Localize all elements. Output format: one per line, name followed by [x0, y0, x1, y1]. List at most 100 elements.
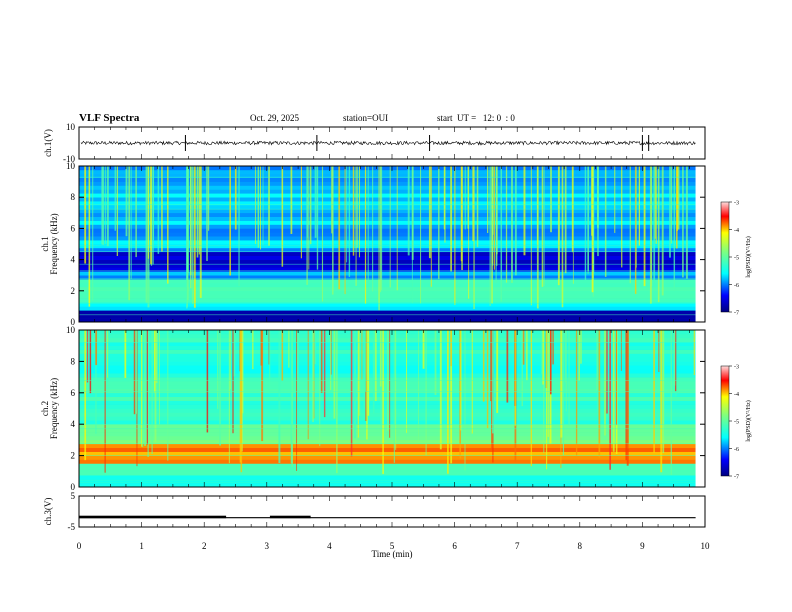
sferic-streak — [393, 330, 395, 463]
sferic-streak — [102, 166, 105, 245]
spectrogram-row — [79, 443, 696, 449]
sferic-streak — [422, 330, 425, 369]
sferic-streak — [514, 330, 516, 426]
sferic-streak — [147, 330, 149, 457]
sferic-streak — [356, 166, 358, 248]
sferic-streak — [482, 330, 485, 402]
sferic-streak — [530, 330, 532, 467]
sferic-streak — [95, 330, 98, 366]
sferic-streak — [233, 330, 236, 377]
spectrogram-row — [79, 193, 696, 198]
sferic-streak — [673, 166, 676, 291]
colorbar-tick-label: -6 — [734, 283, 739, 289]
sferic-streak — [133, 330, 136, 415]
sferic-streak — [670, 166, 673, 244]
sferic-streak — [500, 166, 503, 302]
spectrogram-row — [79, 479, 696, 484]
sferic-streak — [198, 166, 200, 255]
spectrogram-row — [79, 259, 696, 264]
sferic-streak — [526, 330, 528, 381]
spectrogram-row — [79, 189, 696, 194]
sferic-streak — [238, 166, 240, 287]
sferic-streak — [367, 166, 369, 281]
sferic-streak — [489, 166, 491, 306]
spectrogram-row — [79, 420, 696, 425]
spectrogram-row — [79, 255, 696, 260]
spectrogram-row — [79, 177, 696, 182]
sferic-streak — [638, 166, 641, 246]
sferic-streak — [366, 330, 368, 440]
sferic-streak — [425, 330, 427, 456]
sferic-streak — [572, 166, 574, 284]
spectrogram-row — [79, 283, 696, 288]
x-axis-label: Time (min) — [372, 549, 413, 559]
sferic-streak — [541, 166, 544, 287]
sferic-streak — [254, 166, 256, 244]
sferic-streak — [661, 166, 664, 296]
sferic-streak — [565, 330, 567, 412]
sferic-streak — [130, 166, 132, 280]
sferic-streak — [257, 166, 260, 248]
sferic-streak — [411, 166, 414, 260]
sferic-streak — [546, 330, 548, 470]
sferic-streak — [128, 166, 131, 301]
sferic-streak — [379, 330, 382, 387]
sferic-streak — [675, 166, 678, 249]
sferic-streak — [654, 166, 656, 239]
colorbar-tick-label: -5 — [734, 420, 739, 426]
sferic-streak — [150, 166, 152, 265]
sferic-streak — [358, 330, 361, 416]
sferic-streak — [552, 330, 554, 365]
sferic-streak — [382, 330, 384, 474]
sferic-streak — [547, 330, 549, 437]
sferic-streak — [307, 330, 309, 440]
sferic-streak — [597, 166, 599, 228]
spectrogram-row — [79, 349, 696, 354]
sferic-streak — [670, 330, 672, 476]
spectrogram-row — [79, 459, 696, 464]
sferic-streak — [314, 166, 317, 238]
sferic-streak — [643, 166, 646, 287]
sferic-streak — [389, 330, 391, 438]
sferic-streak — [155, 330, 158, 383]
y-tick-label: 6 — [71, 388, 76, 398]
sferic-streak — [491, 330, 493, 450]
sferic-streak — [116, 166, 119, 256]
colorbar-tick-label: -3 — [734, 201, 739, 207]
spectrogram-row — [79, 220, 696, 225]
no-data-strip — [695, 330, 705, 487]
sferic-streak — [309, 166, 312, 245]
trigger-frame — [78, 495, 706, 528]
sferic-streak — [153, 166, 155, 241]
colorbar-label: log(PSD)(V²/Hz) — [745, 400, 752, 441]
y-tick-label: 10 — [66, 325, 76, 335]
sferic-streak — [615, 330, 617, 426]
sferic-streak — [306, 166, 308, 238]
sferic-streak — [677, 166, 680, 230]
no-data-strip — [695, 166, 705, 322]
sferic-streak — [105, 166, 106, 244]
sferic-streak — [89, 330, 92, 394]
sferic-streak — [490, 330, 492, 402]
sferic-streak — [380, 166, 382, 293]
waveform-trace — [80, 140, 696, 146]
spectrogram-row — [79, 333, 696, 339]
colorbar-tick-label: -5 — [734, 256, 739, 262]
y-tick-label: 10 — [66, 161, 76, 171]
sferic-streak — [300, 166, 302, 259]
sferic-streak — [358, 166, 361, 258]
colorbar — [720, 365, 730, 477]
spectrogram-row — [79, 365, 696, 370]
sferic-streak — [361, 330, 363, 380]
sferic-streak — [591, 166, 593, 236]
sferic-streak — [620, 330, 622, 371]
y-axis-label: ch.2 — [40, 401, 50, 416]
sferic-streak — [106, 166, 109, 247]
sferic-streak — [454, 166, 456, 305]
sferic-streak — [604, 166, 607, 277]
sferic-streak — [281, 330, 284, 381]
sferic-streak — [450, 166, 453, 272]
trigger-segment — [79, 515, 227, 519]
chart-title: VLF Spectra — [79, 112, 140, 124]
sferic-streak — [472, 166, 474, 242]
